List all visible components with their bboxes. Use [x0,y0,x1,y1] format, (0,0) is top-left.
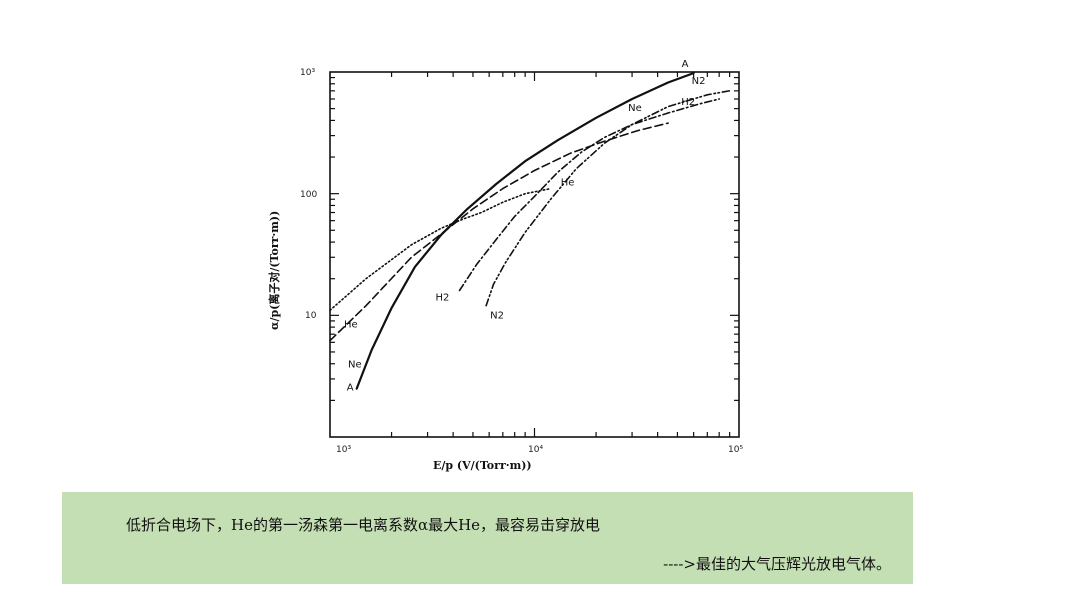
x-tick-label-1e4: 10⁴ [528,445,543,455]
caption-line-2: ---->最佳的大气压辉光放电气体。 [663,555,891,573]
x-axis-title: E/p (V/(Torr·m)) [433,459,532,472]
axis-ticks [330,72,739,437]
y-tick-label-10: 10 [305,311,317,321]
townsend-coefficient-chart: A A Ne Ne He He H2 H2 N2 N2 10³ 10⁴ 10⁵ 10³ 100 1… [267,59,743,472]
series-label-a-low: A [347,383,354,394]
series-label-he-high: He [561,178,575,189]
data-series [329,72,731,390]
series-label-n2-low: N2 [490,311,504,322]
y-tick-label-100: 100 [300,190,317,200]
series-label-ne-low: Ne [348,360,362,371]
x-tick-label-1e3: 10³ [336,445,351,455]
series-line-n2 [485,90,731,307]
series-line-ne [329,122,669,342]
chart-area: A A Ne Ne He He H2 H2 N2 N2 10³ 10⁴ 10⁵ 10³ 100 1… [267,59,743,472]
series-label-n2-high: N2 [692,76,706,87]
x-tick-label-1e5: 10⁵ [728,445,743,455]
series-line-a [355,72,695,390]
series-line-he [329,187,552,312]
y-axis-title: α/p(离子对/(Torr·m)) [267,211,281,330]
series-line-h2 [458,98,720,292]
series-label-he-low: He [344,319,358,330]
series-label-h2-low: H2 [436,293,450,304]
y-tick-label-1e3: 10³ [300,68,315,78]
series-labels: A A Ne Ne He He H2 H2 N2 N2 [344,59,705,394]
plot-frame [329,71,740,438]
series-label-ne-high: Ne [628,103,642,114]
series-label-a-high: A [682,59,689,70]
caption-box: 低折合电场下，He的第一汤森第一电离系数α最大He，最容易击穿放电 ---->最… [62,492,913,584]
series-label-h2-high: H2 [681,97,695,108]
caption-line-1: 低折合电场下，He的第一汤森第一电离系数α最大He，最容易击穿放电 [126,516,601,534]
